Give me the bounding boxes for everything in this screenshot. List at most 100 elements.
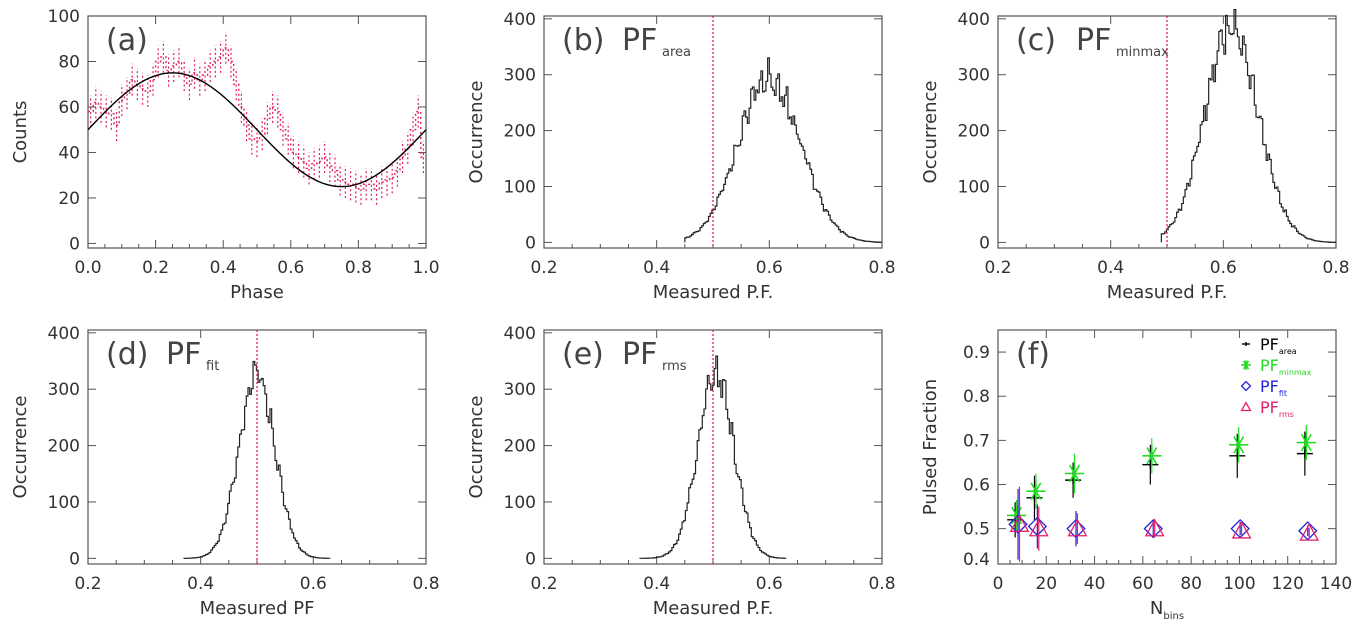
y-tick-label: 300 — [504, 380, 536, 400]
panel-b: 0.2 0.4 0.6 0.8 0 100 200 300 400 Measured P.F. Oc… — [466, 10, 896, 303]
y-tick-label: 60 — [58, 98, 80, 118]
data-point — [1066, 518, 1086, 539]
x-tick-label: 0.8 — [412, 574, 439, 594]
legend-entry: PFrms — [1260, 398, 1294, 419]
y-axis-title: Counts — [10, 101, 31, 164]
x-tick-label: 0.8 — [868, 574, 895, 594]
y-tick-label: 400 — [504, 324, 536, 344]
pf-subscript: area — [662, 45, 691, 60]
data-point — [1067, 518, 1088, 537]
y-tick-label: 300 — [958, 66, 990, 86]
y-tick-label: 40 — [58, 143, 80, 163]
x-tick-label: 80 — [1180, 574, 1202, 594]
panel-f: 0 20 40 60 80 100 120 140 0.4 0.5 0.6 0.7 0.8 0.9 Nbin… — [920, 329, 1352, 620]
y-axis-title: Pulsed Fraction — [920, 379, 941, 515]
x-tick-label: 0.4 — [187, 574, 214, 594]
data-step-line — [88, 47, 426, 190]
y-tick-label: 300 — [48, 380, 80, 400]
x-tick-label: 140 — [1320, 574, 1352, 594]
x-tick-label: 0.0 — [74, 258, 101, 278]
y-tick-label: 400 — [958, 10, 990, 30]
panel-label: (d) — [106, 337, 148, 372]
legend-entry: PFfit — [1260, 377, 1287, 398]
x-tick-label: 100 — [1223, 574, 1255, 594]
x-tick-label: 60 — [1132, 574, 1154, 594]
pf-label: PF — [166, 337, 201, 372]
legend-label: PF — [1260, 377, 1279, 396]
legend-entry: PFarea — [1260, 335, 1297, 356]
y-tick-label: 0 — [69, 234, 80, 254]
x-tick-label: 0.4 — [643, 258, 670, 278]
panel-label: (c) — [1016, 23, 1056, 58]
legend-subscript: rms — [1279, 410, 1294, 419]
panel-e: 0.2 0.4 0.6 0.8 0 100 200 300 400 Measured P.F. Oc… — [466, 324, 896, 619]
legend-label: PF — [1260, 356, 1279, 375]
panel-d: 0.2 0.4 0.6 0.8 0 100 200 300 400 Measured PF Occu… — [10, 324, 440, 619]
x-tick-label: 0.4 — [643, 574, 670, 594]
pf-subscript: minmax — [1116, 45, 1169, 60]
histogram-c — [1160, 9, 1337, 243]
x-tick-label: 0.6 — [300, 574, 327, 594]
x-axis-title-main: N — [1150, 598, 1163, 619]
y-axis-title: Occurrence — [466, 81, 487, 184]
x-tick-label: 40 — [1084, 574, 1106, 594]
y-tick-label: 0 — [525, 233, 536, 253]
x-tick-label: 0.4 — [1097, 258, 1124, 278]
y-tick-label: 200 — [48, 437, 80, 457]
y-tick-label: 0.8 — [963, 387, 990, 407]
legend-label: PF — [1260, 335, 1279, 354]
data-point — [1231, 520, 1252, 539]
panel-a: 0.0 0.2 0.4 0.6 0.8 1.0 0 20 40 60 80 100 Phase Count… — [10, 7, 440, 303]
y-tick-label: 0.4 — [963, 550, 990, 570]
x-tick-label: 0.2 — [142, 258, 169, 278]
histogram-e — [639, 355, 787, 559]
pf-label: PF — [1076, 23, 1111, 58]
x-tick-label: 0.6 — [756, 574, 783, 594]
x-axis-title: Measured PF — [200, 598, 315, 619]
x-axis-title: Measured P.F. — [653, 598, 774, 619]
x-axis-title: Measured P.F. — [653, 282, 774, 303]
x-tick-label: 20 — [1035, 574, 1057, 594]
y-axis-title: Occurrence — [10, 396, 31, 499]
x-tick-label: 0.8 — [345, 258, 372, 278]
x-tick-label: 0.6 — [1210, 258, 1237, 278]
pf-subscript: fit — [206, 359, 219, 374]
y-tick-label: 0.6 — [963, 476, 990, 496]
y-tick-label: 0 — [979, 233, 990, 253]
y-axis-title: Occurrence — [920, 81, 941, 184]
data-point — [1299, 522, 1320, 541]
y-tick-label: 100 — [504, 493, 536, 513]
legend-marker — [1240, 401, 1252, 412]
y-tick-label: 0.5 — [963, 520, 990, 540]
pf-subscript: rms — [662, 359, 687, 374]
panel-label: (a) — [106, 23, 148, 58]
legend-subscript: minmax — [1279, 368, 1312, 377]
x-axis-title-main: Measured P.F. — [653, 598, 774, 619]
data-point — [1028, 518, 1049, 537]
y-tick-label: 100 — [958, 178, 990, 198]
y-tick-label: 0 — [525, 549, 536, 569]
y-tick-label: 200 — [504, 122, 536, 142]
x-tick-label: 0.8 — [868, 258, 895, 278]
y-tick-label: 400 — [48, 324, 80, 344]
x-tick-label: 0.2 — [530, 258, 557, 278]
x-axis-title-main: Measured P.F. — [1107, 282, 1228, 303]
data-point — [1143, 518, 1163, 539]
legend-subscript: area — [1279, 347, 1297, 356]
y-tick-label: 200 — [958, 122, 990, 142]
x-tick-label: 0.2 — [984, 258, 1011, 278]
x-tick-label: 0.6 — [277, 258, 304, 278]
y-tick-label: 400 — [504, 10, 536, 30]
y-tick-label: 0.7 — [963, 431, 990, 451]
y-tick-label: 0 — [69, 549, 80, 569]
y-axis-title: Occurrence — [466, 396, 487, 499]
y-tick-label: 20 — [58, 189, 80, 209]
pf-label: PF — [622, 337, 657, 372]
y-tick-label: 0.9 — [963, 343, 990, 363]
x-tick-label: 0.4 — [210, 258, 237, 278]
x-axis-title-main: Measured PF — [200, 598, 315, 619]
legend-label: PF — [1260, 398, 1279, 417]
x-tick-label: 0.2 — [530, 574, 557, 594]
legend-entry: PFminmax — [1260, 356, 1312, 377]
